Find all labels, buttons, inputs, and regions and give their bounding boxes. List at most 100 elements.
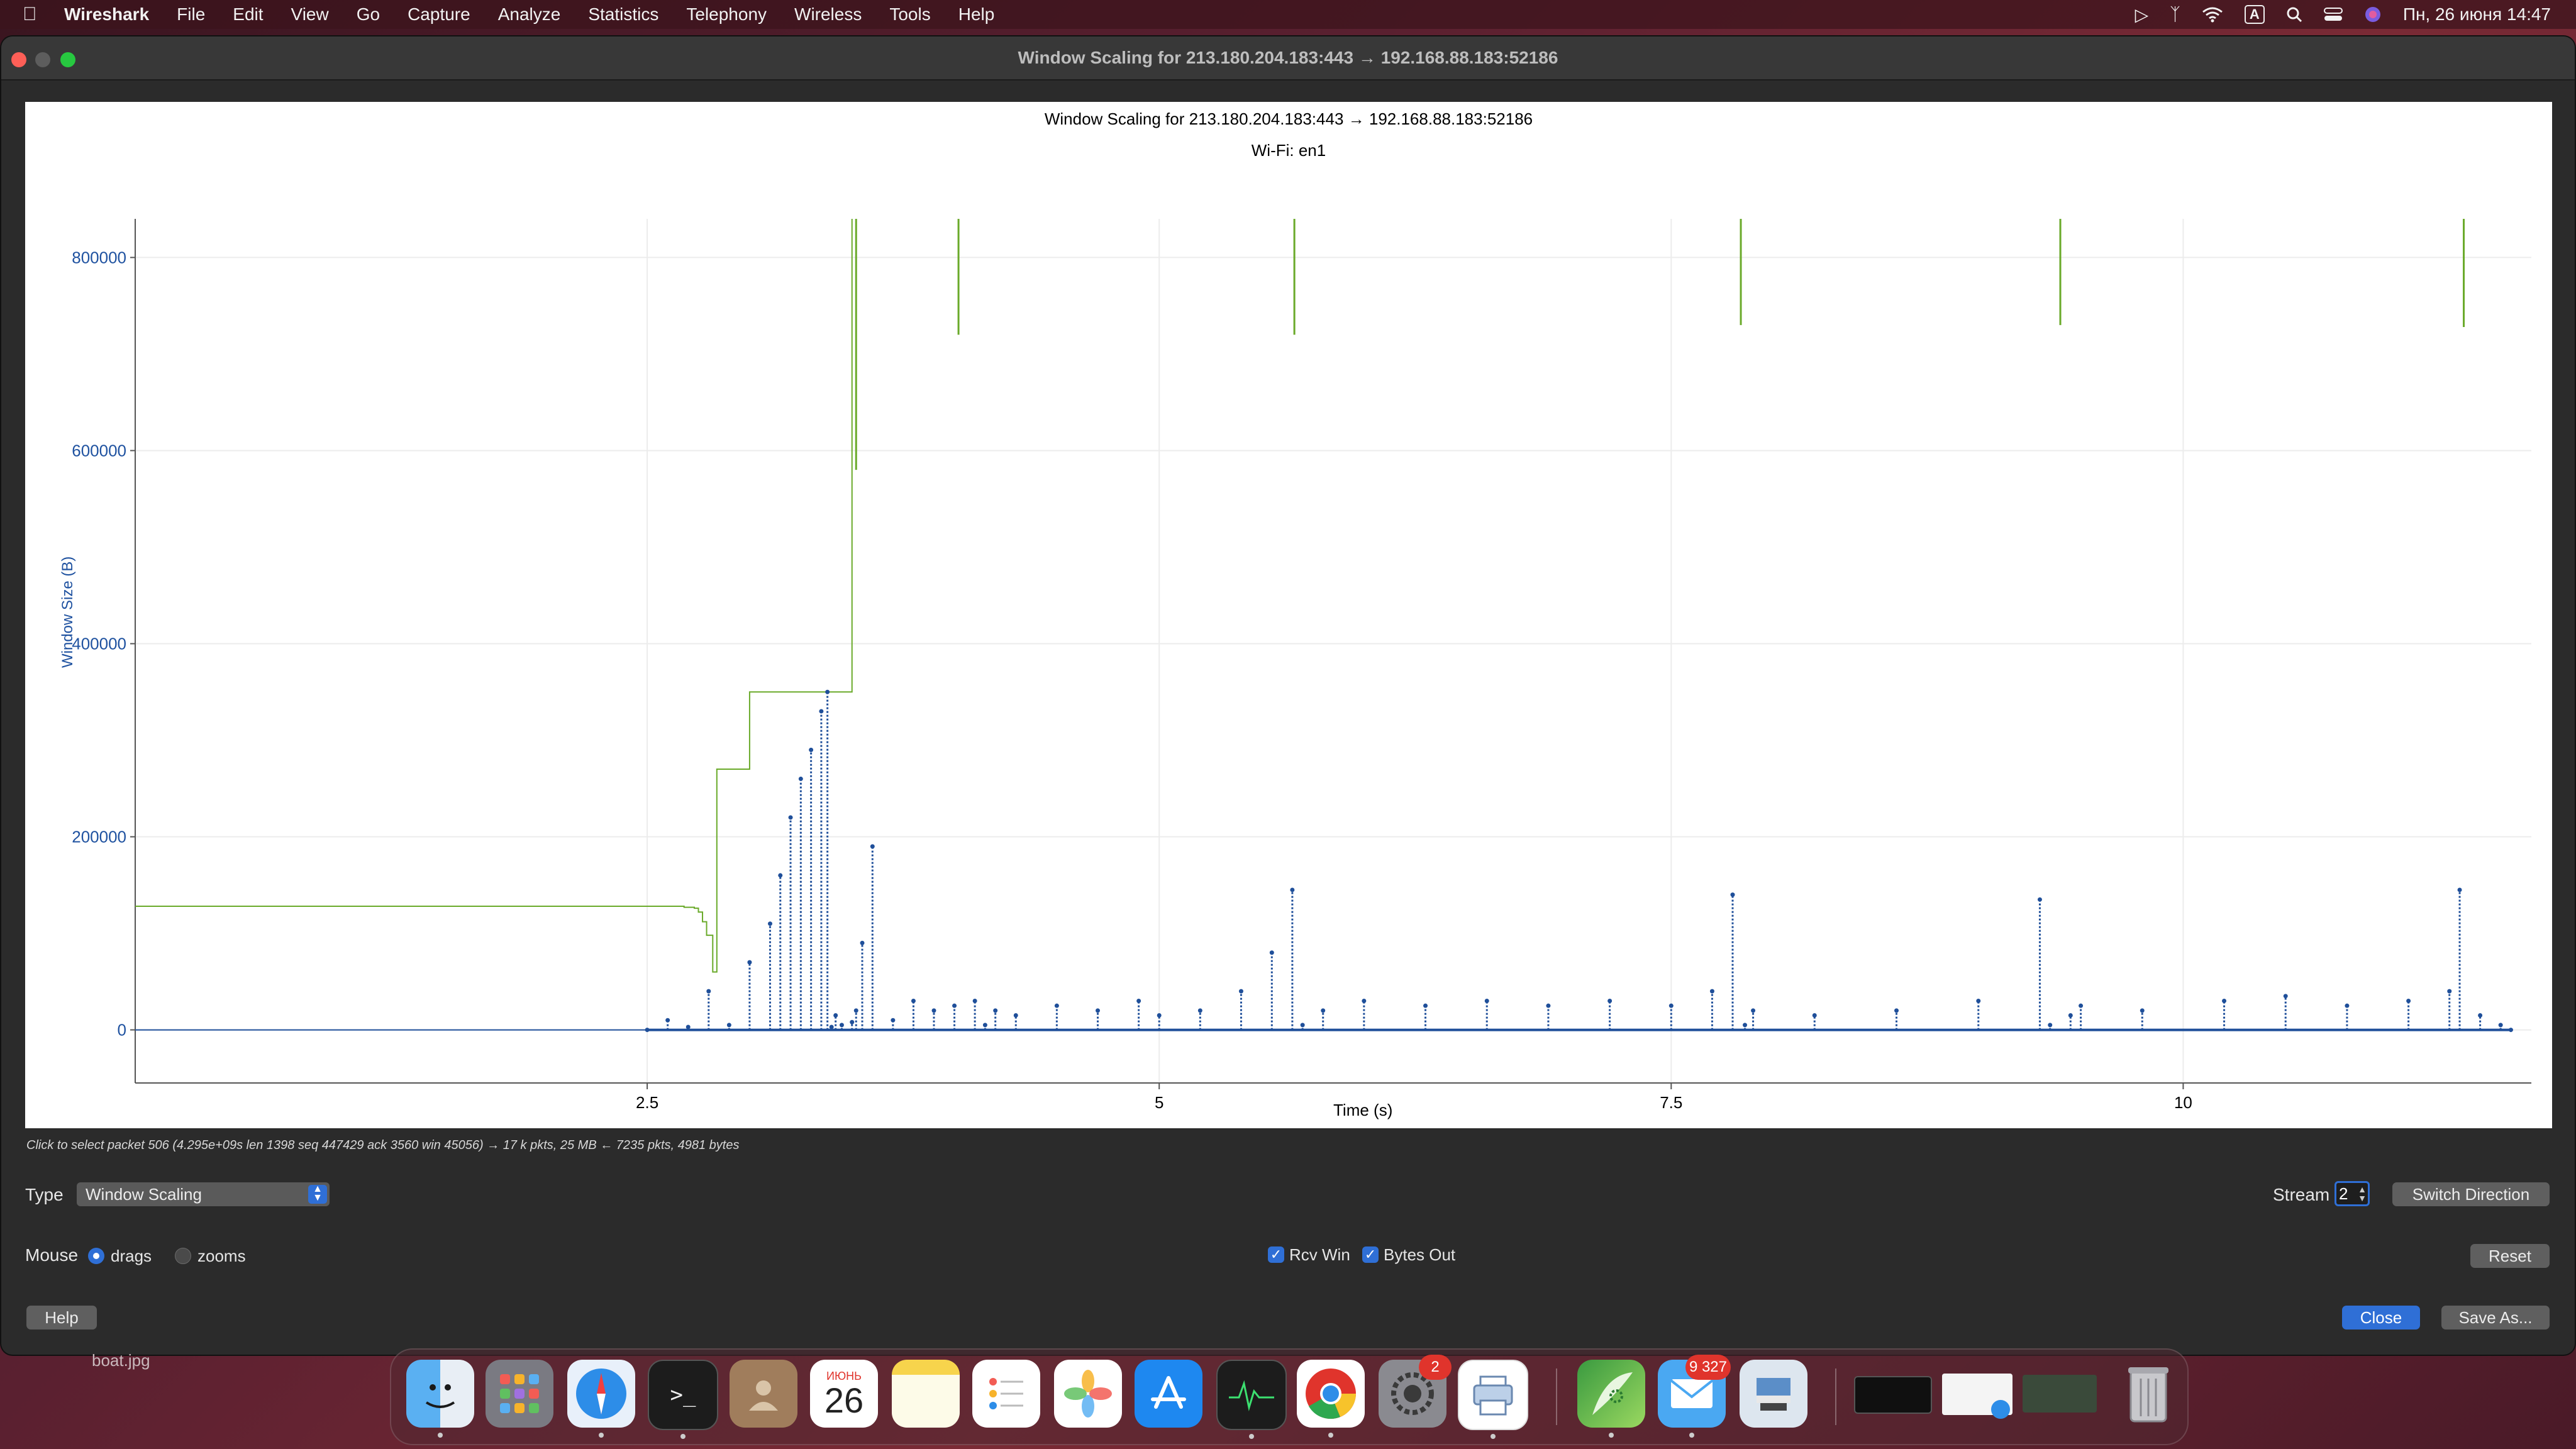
- x-tick-label: 2.5: [636, 1093, 658, 1112]
- document-thumbnail[interactable]: [1942, 1374, 2012, 1419]
- menu-edit[interactable]: Edit: [233, 4, 264, 24]
- menu-view[interactable]: View: [291, 4, 329, 24]
- menu-clock[interactable]: Пн, 26 июня 14:47: [2402, 4, 2551, 24]
- minimize-window-icon[interactable]: [35, 52, 50, 67]
- menu-file[interactable]: File: [177, 4, 206, 24]
- menu-app-name[interactable]: Wireshark: [64, 4, 150, 24]
- switch-direction-button[interactable]: Switch Direction: [2392, 1182, 2550, 1206]
- bytes-out-point: [2406, 999, 2411, 1004]
- bytes-out-point: [2048, 1023, 2053, 1028]
- menu-telephony[interactable]: Telephony: [686, 4, 767, 24]
- rcv-win-label: Rcv Win: [1289, 1245, 1350, 1264]
- bytes-out-point: [1290, 887, 1295, 892]
- wifi-icon[interactable]: [2202, 6, 2223, 23]
- bytes-out-point: [767, 921, 772, 926]
- terminal-icon[interactable]: >_: [648, 1360, 718, 1439]
- status-hint: Click to select packet 506 (4.295e+09s l…: [26, 1138, 740, 1152]
- menu-capture[interactable]: Capture: [408, 4, 470, 24]
- bytes-out-point: [798, 776, 803, 781]
- bytes-out-point: [1054, 1003, 1059, 1008]
- bytes-out-point: [853, 1008, 858, 1013]
- stream-spinbox[interactable]: 2 ▲ ▼: [2334, 1181, 2370, 1206]
- bytes-out-point: [982, 1023, 987, 1028]
- mail-icon[interactable]: 9 327: [1658, 1355, 1731, 1438]
- wireshark-icon[interactable]: [1577, 1360, 1645, 1438]
- desktop-file-label[interactable]: boat.jpg: [92, 1351, 150, 1370]
- menu-statistics[interactable]: Statistics: [588, 4, 659, 24]
- save-as-button[interactable]: Save As...: [2441, 1306, 2550, 1330]
- reset-button[interactable]: Reset: [2470, 1244, 2550, 1268]
- calendar-icon[interactable]: ИЮНЬ 26: [810, 1360, 878, 1428]
- type-select-value: Window Scaling: [86, 1185, 202, 1204]
- terminal-window-thumbnail[interactable]: [1854, 1376, 1932, 1414]
- x-tick-label: 10: [2174, 1093, 2192, 1112]
- photos-icon[interactable]: [1054, 1360, 1122, 1428]
- bytes-out-point: [1238, 989, 1243, 994]
- printer-icon[interactable]: [1458, 1360, 1528, 1439]
- bytes-out-checkbox[interactable]: ✓: [1362, 1246, 1379, 1263]
- menu-wireless[interactable]: Wireless: [794, 4, 862, 24]
- system-settings-icon[interactable]: 2: [1379, 1355, 1452, 1428]
- play-circle-icon[interactable]: ▷: [2135, 4, 2149, 25]
- launchpad-icon[interactable]: [486, 1360, 553, 1428]
- zooms-radio[interactable]: [175, 1248, 191, 1264]
- bytes-out-point: [2037, 897, 2042, 902]
- chrome-icon[interactable]: [1297, 1360, 1365, 1438]
- finder-icon[interactable]: [406, 1360, 474, 1438]
- menu-go[interactable]: Go: [356, 4, 380, 24]
- bytes-out-point: [778, 873, 783, 878]
- apple-icon[interactable]: : [23, 4, 52, 25]
- preview-icon[interactable]: [1740, 1360, 1807, 1428]
- siri-icon[interactable]: [2364, 6, 2382, 23]
- trash-icon[interactable]: [2114, 1360, 2182, 1428]
- bytes-out-point: [931, 1008, 936, 1013]
- y-tick-label: 0: [118, 1021, 126, 1040]
- input-source-icon[interactable]: A: [2244, 5, 2265, 24]
- drags-radio[interactable]: [88, 1248, 104, 1264]
- close-button[interactable]: Close: [2342, 1306, 2420, 1330]
- zoom-window-icon[interactable]: [60, 52, 75, 67]
- wireshark-window-thumbnail[interactable]: [2023, 1375, 2097, 1413]
- select-arrows-icon: ▲ ▼: [308, 1184, 327, 1204]
- bytes-out-point: [825, 689, 830, 694]
- bytes-out-point: [2345, 1003, 2350, 1008]
- bytes-out-point: [1751, 1008, 1756, 1013]
- y-tick-label: 200000: [72, 828, 126, 847]
- mouse-label: Mouse: [25, 1245, 79, 1265]
- safari-icon[interactable]: [567, 1360, 635, 1438]
- control-center-icon[interactable]: [2323, 6, 2343, 23]
- bluetooth-icon[interactable]: ᛉ: [2170, 4, 2180, 24]
- bytes-out-point: [2498, 1023, 2503, 1028]
- reminders-icon[interactable]: [972, 1360, 1040, 1428]
- bytes-out-point: [788, 815, 793, 820]
- zooms-label: zooms: [197, 1246, 246, 1265]
- activity-monitor-icon[interactable]: [1216, 1360, 1287, 1439]
- bytes-out-point: [1812, 1013, 1817, 1018]
- graph-area[interactable]: Window Scaling for 213.180.204.183:443 →…: [25, 102, 2552, 1128]
- close-window-icon[interactable]: [11, 52, 26, 67]
- window-scaling-chart[interactable]: 0 200000 400000 600000 800000 2.5 5 7.5 10: [25, 102, 2552, 1128]
- settings-badge: 2: [1419, 1355, 1452, 1380]
- bytes-out-point: [2283, 994, 2288, 999]
- type-select[interactable]: Window Scaling ▲ ▼: [77, 1182, 330, 1206]
- bytes-out-point: [2478, 1013, 2483, 1018]
- bytes-out-point: [911, 999, 916, 1004]
- bytes-out-point: [747, 960, 752, 965]
- graph-subtitle: Wi-Fi: en1: [1251, 141, 1326, 160]
- rcv-win-checkbox[interactable]: ✓: [1268, 1246, 1284, 1263]
- y-axis-label: Window Size (B): [59, 556, 76, 668]
- help-button[interactable]: Help: [26, 1306, 97, 1330]
- bytes-out-point: [1423, 1003, 1428, 1008]
- bytes-out-point: [829, 1024, 834, 1030]
- spotlight-search-icon[interactable]: [2286, 6, 2302, 23]
- menu-help[interactable]: Help: [958, 4, 995, 24]
- contacts-icon[interactable]: [730, 1360, 797, 1428]
- menu-analyze[interactable]: Analyze: [497, 4, 561, 24]
- y-tick-label: 800000: [72, 248, 126, 267]
- bytes-out-point: [665, 1018, 670, 1023]
- menu-tools[interactable]: Tools: [889, 4, 931, 24]
- notes-icon[interactable]: [892, 1360, 960, 1428]
- app-store-icon[interactable]: [1135, 1360, 1202, 1428]
- window-title: Window Scaling for 213.180.204.183:443 →…: [1018, 48, 1558, 67]
- spin-arrows-icon[interactable]: ▲ ▼: [2358, 1184, 2367, 1203]
